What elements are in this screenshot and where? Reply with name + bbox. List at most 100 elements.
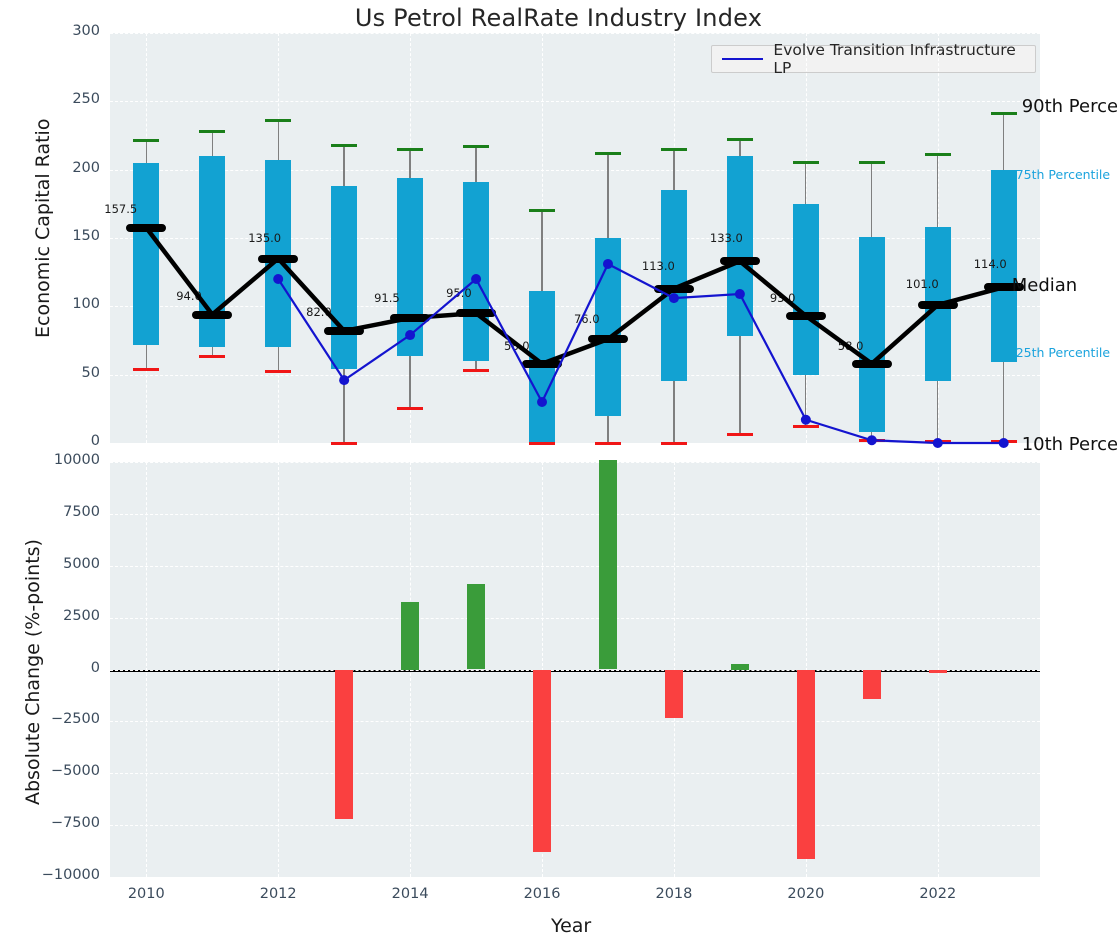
boxplot-p10-cap xyxy=(133,367,160,371)
boxplot-p10-cap xyxy=(726,433,753,437)
change-bar xyxy=(730,664,749,670)
change-bar xyxy=(664,669,683,719)
median-value-label: 91.5 xyxy=(374,290,400,305)
median-value-label: 94.0 xyxy=(176,288,202,303)
median-value-label: 93.0 xyxy=(769,290,796,305)
boxplot-median-bar xyxy=(324,326,365,335)
change-bar xyxy=(401,602,420,670)
boxplot-iqr-box xyxy=(397,177,424,356)
median-value-label: 76.0 xyxy=(573,312,600,327)
boxplot-p10-cap xyxy=(660,441,687,445)
change-bar xyxy=(928,669,947,673)
boxplot-p90-cap xyxy=(726,138,753,142)
bottom-panel-y-tick-label: −10000 xyxy=(41,867,100,883)
change-bar xyxy=(598,459,617,670)
top-panel-gridline-h xyxy=(110,101,1040,103)
boxplot-p90-cap xyxy=(265,118,292,122)
boxplot-iqr-box xyxy=(594,238,621,416)
median-value-label: 82.0 xyxy=(306,304,332,319)
boxplot-p10-cap xyxy=(331,441,358,445)
boxplot-iqr-box xyxy=(265,160,292,348)
top-panel-y-tick-label: 50 xyxy=(81,364,100,381)
change-bar xyxy=(533,669,552,853)
bottom-panel-gridline-h xyxy=(110,773,1040,775)
boxplot-p90-cap xyxy=(331,143,358,147)
median-value-label: 58.0 xyxy=(837,338,864,353)
boxplot-p90-cap xyxy=(858,161,885,165)
median-value-label: 58.0 xyxy=(504,338,530,353)
bottom-panel-y-tick-label: −2500 xyxy=(50,711,100,728)
top-panel-gridline-h xyxy=(110,443,1040,444)
bottom-panel-gridline-h xyxy=(110,565,1040,567)
boxplot-median-bar xyxy=(719,257,760,266)
boxplot-iqr-box xyxy=(726,156,753,337)
annotation-25th-percentile: 25th Percentile xyxy=(1015,345,1111,361)
boxplot-p90-cap xyxy=(529,209,556,213)
bottom-panel-gridline-v xyxy=(410,462,412,877)
median-value-label: 114.0 xyxy=(973,257,1007,272)
legend: Evolve Transition Infrastructure LP xyxy=(711,41,1036,77)
boxplot-p90-cap xyxy=(397,147,424,151)
boxplot-iqr-box xyxy=(199,156,226,348)
bottom-panel-y-tick-label: −5000 xyxy=(50,763,100,780)
boxplot-median-bar xyxy=(522,359,563,368)
boxplot-p90-cap xyxy=(990,112,1017,116)
bottom-panel-gridline-h xyxy=(110,825,1040,827)
bottom-panel-gridline-h xyxy=(110,462,1040,463)
bottom-panel-gridline-h xyxy=(110,617,1040,619)
x-tick-label: 2010 xyxy=(127,886,165,902)
bottom-panel-gridline-h xyxy=(110,513,1040,515)
bottom-panel-gridline-h xyxy=(110,877,1040,878)
annotation-median: Median xyxy=(1011,275,1078,297)
bottom-panel-y-tick-label: 7500 xyxy=(63,503,100,520)
change-bar xyxy=(335,669,354,819)
bottom-panel-y-tick-label: 10000 xyxy=(53,452,100,468)
top-panel-gridline-h xyxy=(110,33,1040,34)
median-value-label: 101.0 xyxy=(905,276,939,291)
median-value-label: 95.0 xyxy=(446,286,472,301)
boxplot-median-bar xyxy=(653,284,694,293)
bottom-panel-y-tick-label: 0 xyxy=(90,659,100,676)
bottom-panel-y-tick-label: −7500 xyxy=(50,815,100,832)
top-panel-y-tick-label: 250 xyxy=(72,91,100,108)
boxplot-p90-cap xyxy=(924,153,951,157)
bottom-panel-gridline-v xyxy=(278,462,280,877)
top-panel-y-tick-label: 200 xyxy=(72,159,100,176)
boxplot-median-bar xyxy=(785,311,826,320)
change-bar xyxy=(467,584,486,670)
chart-title: Us Petrol RealRate Industry Index xyxy=(354,4,763,32)
boxplot-median-bar xyxy=(917,300,958,309)
top-panel-gridline-h xyxy=(110,169,1040,171)
x-axis-label: Year xyxy=(551,915,592,937)
boxplot-iqr-box xyxy=(858,236,885,433)
annotation-90th-percentile: 90th Percentile xyxy=(1021,95,1117,117)
boxplot-median-bar xyxy=(192,310,233,319)
median-value-label: 113.0 xyxy=(641,258,675,273)
boxplot-p10-cap xyxy=(199,355,226,359)
boxplot-median-bar xyxy=(258,254,299,263)
median-value-label: 133.0 xyxy=(709,231,743,246)
bottom-panel-gridline-v xyxy=(146,462,148,877)
boxplot-p10-cap xyxy=(924,440,951,444)
top-panel-gridline-h xyxy=(110,374,1040,376)
boxplot-median-bar xyxy=(456,309,497,318)
boxplot-p10-cap xyxy=(397,407,424,411)
change-bar xyxy=(862,669,881,699)
x-tick-label: 2020 xyxy=(787,886,825,902)
boxplot-median-bar xyxy=(587,335,628,344)
boxplot-p90-cap xyxy=(463,144,490,148)
boxplot-p10-cap xyxy=(792,425,819,429)
top-panel-y-tick-label: 150 xyxy=(72,228,100,244)
x-tick-label: 2016 xyxy=(523,886,561,902)
boxplot-p90-cap xyxy=(594,151,621,155)
boxplot-p90-cap xyxy=(660,147,687,151)
median-value-label: 135.0 xyxy=(248,230,282,245)
top-panel-y-tick-label: 0 xyxy=(90,433,100,449)
legend-line-swatch xyxy=(722,58,764,60)
boxplot-p10-cap xyxy=(594,441,621,445)
bottom-panel-gridline-h xyxy=(110,669,1040,671)
boxplot-median-bar xyxy=(126,223,167,232)
bottom-panel-gridline-h xyxy=(110,721,1040,723)
x-tick-label: 2014 xyxy=(391,886,429,902)
